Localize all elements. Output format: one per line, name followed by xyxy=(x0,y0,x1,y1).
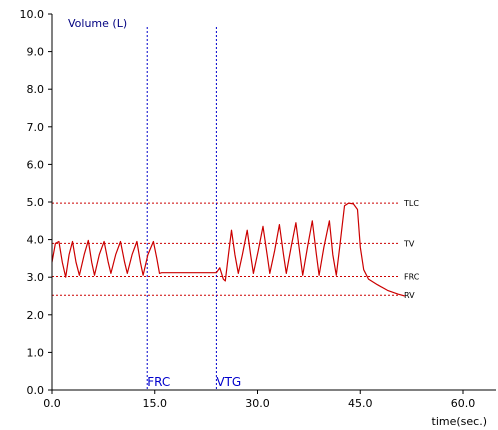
y-tick-label: 9.0 xyxy=(27,46,45,59)
y-tick-label: 10.0 xyxy=(20,8,45,21)
x-tick-label: 15.0 xyxy=(143,397,168,410)
y-tick-label: 8.0 xyxy=(27,83,45,96)
reference-label-rv: RV xyxy=(404,291,415,300)
ticks: 0.0 1.0 2.0 3.0 4.0 5.0 6.0 7.0 8.0 9.0 10.0 0.0 15.… xyxy=(20,8,476,410)
volume-trace-line xyxy=(51,202,405,297)
reference-label-frc: FRC xyxy=(404,272,420,281)
reference-label-tv: TV xyxy=(403,239,415,248)
vertical-markers: FRC VTG xyxy=(146,27,241,390)
x-tick-label: 0.0 xyxy=(43,397,61,410)
y-tick-label: 7.0 xyxy=(27,121,45,134)
series-layer xyxy=(51,202,405,297)
reference-label-tlc: TLC xyxy=(403,199,419,208)
y-tick-label: 0.0 xyxy=(27,384,45,397)
y-axis-label: Volume (L) xyxy=(68,17,127,30)
x-tick-label: 45.0 xyxy=(348,397,373,410)
y-tick-label: 3.0 xyxy=(27,271,45,284)
y-tick-label: 1.0 xyxy=(27,346,45,359)
x-tick-label: 60.0 xyxy=(451,397,476,410)
y-tick-label: 4.0 xyxy=(27,234,45,247)
y-tick-label: 2.0 xyxy=(27,309,45,322)
y-tick-label: 6.0 xyxy=(27,158,45,171)
x-axis-label: time(sec.) xyxy=(432,415,487,428)
marker-label-vtg: VTG xyxy=(216,375,241,389)
y-tick-label: 5.0 xyxy=(27,196,45,209)
marker-label-frc: FRC xyxy=(147,375,170,389)
x-tick-label: 30.0 xyxy=(245,397,270,410)
